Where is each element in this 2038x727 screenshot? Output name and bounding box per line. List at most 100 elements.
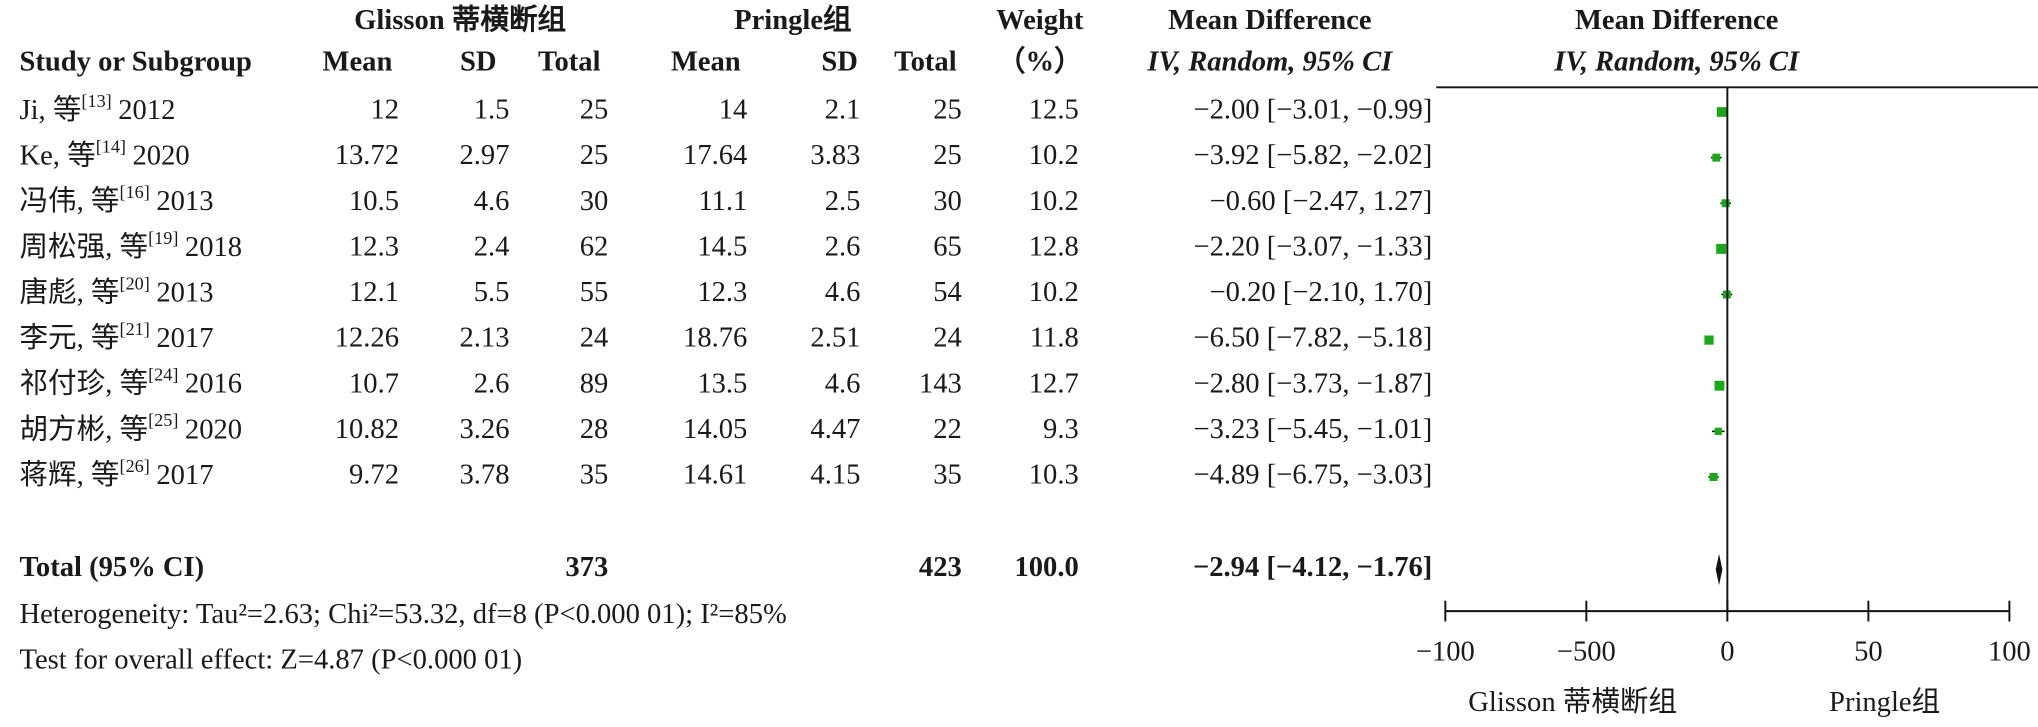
- cell: 2.4: [474, 231, 510, 262]
- total-cell: 100.0: [1014, 552, 1078, 583]
- cell: 2.5: [825, 186, 861, 217]
- weight-header: （%）: [997, 44, 1083, 77]
- cell: 14.05: [683, 414, 747, 445]
- cell: 55: [580, 277, 609, 308]
- plot-header: Mean Difference: [1575, 5, 1778, 36]
- cell: 4.6: [825, 277, 861, 308]
- study-author: 胡方彬, 等: [19, 413, 148, 445]
- cell: 12.5: [1029, 95, 1079, 126]
- cell: 10.2: [1029, 186, 1079, 217]
- cell: 11.8: [1030, 323, 1079, 354]
- cell: 12.26: [335, 323, 399, 354]
- cell: 14: [719, 95, 748, 126]
- cell: 10.5: [349, 186, 399, 217]
- effect-square: [1709, 472, 1718, 481]
- cell: 10.2: [1029, 140, 1079, 171]
- md-label: −6.50 [−7.82, −5.18]: [1193, 323, 1432, 354]
- cell: 18.76: [683, 323, 747, 354]
- study-ref: [25]: [148, 410, 178, 430]
- cell: 3.83: [810, 140, 860, 171]
- study-ref: [13]: [81, 91, 111, 111]
- effect-header: IV, Random, 95% CI: [1146, 46, 1393, 77]
- cell: 3.78: [459, 460, 509, 491]
- total-diamond: [1715, 553, 1723, 586]
- effect-square: [1716, 243, 1727, 254]
- column-header: Total: [894, 46, 957, 77]
- cell: 14.61: [683, 460, 747, 491]
- cell: 24: [933, 323, 962, 354]
- cell: 14.5: [697, 231, 747, 262]
- cell: 30: [933, 186, 962, 217]
- study-year: 2018: [185, 231, 242, 262]
- cell: 35: [580, 460, 609, 491]
- cell: 2.97: [459, 140, 509, 171]
- study-author: 周松强, 等: [19, 230, 148, 262]
- md-label: −4.89 [−6.75, −3.03]: [1193, 460, 1432, 491]
- cell: 17.64: [683, 140, 747, 171]
- study-year: 2017: [156, 460, 213, 491]
- cell: 12.8: [1029, 231, 1079, 262]
- cell: 10.82: [335, 414, 399, 445]
- total-cell: 373: [565, 552, 608, 583]
- study-ref: [26]: [120, 456, 150, 476]
- cell: 30: [580, 186, 609, 217]
- study-name: Ke, 等[14] 2020: [19, 137, 189, 171]
- column-header: SD: [821, 46, 858, 77]
- md-label: −3.92 [−5.82, −2.02]: [1193, 140, 1432, 171]
- study-ref: [24]: [148, 365, 178, 385]
- cell: 11.1: [698, 186, 747, 217]
- cell: 65: [933, 231, 962, 262]
- column-header: Study or Subgroup: [19, 46, 251, 77]
- cell: 9.72: [349, 460, 399, 491]
- x-axis-label: Glisson 蒂横断组: [1468, 686, 1677, 718]
- cell: 12.7: [1029, 368, 1079, 399]
- effect-square: [1721, 199, 1730, 208]
- effect-header: Mean Difference: [1168, 5, 1371, 36]
- cell: 4.6: [474, 186, 510, 217]
- study-author: 蒋辉, 等: [19, 459, 119, 491]
- study-author: Ji, 等: [19, 94, 81, 126]
- md-label: −2.20 [−3.07, −1.33]: [1193, 231, 1432, 262]
- study-author: 冯伟, 等: [19, 185, 119, 217]
- study-year: 2020: [133, 140, 190, 171]
- total-cell: 423: [919, 552, 962, 583]
- cell: 12.1: [349, 277, 399, 308]
- x-tick-label: 50: [1854, 637, 1883, 668]
- x-tick-label: 100: [1988, 637, 2031, 668]
- study-name: 李元, 等[21] 2017: [19, 319, 213, 353]
- x-tick-label: −500: [1557, 637, 1616, 668]
- study-ref: [20]: [120, 274, 150, 294]
- study-name: 周松强, 等[19] 2018: [19, 228, 242, 262]
- cell: 2.6: [474, 368, 510, 399]
- cell: 10.7: [349, 368, 399, 399]
- cell: 13.5: [697, 368, 747, 399]
- column-header: Total: [538, 46, 601, 77]
- study-name: 蒋辉, 等[26] 2017: [19, 456, 213, 490]
- plot-header: IV, Random, 95% CI: [1553, 46, 1800, 77]
- cell: 2.1: [825, 95, 861, 126]
- effect-square: [1714, 380, 1725, 391]
- study-year: 2013: [156, 186, 213, 217]
- cell: 54: [933, 277, 962, 308]
- total-md-label: −2.94 [−4.12, −1.76]: [1193, 552, 1432, 583]
- study-year: 2013: [156, 277, 213, 308]
- study-name: Ji, 等[13] 2012: [19, 91, 175, 125]
- cell: 143: [919, 368, 962, 399]
- x-axis-label: Pringle组: [1829, 686, 1940, 718]
- md-label: −0.20 [−2.10, 1.70]: [1210, 277, 1433, 308]
- effect-square: [1712, 153, 1721, 162]
- cell: 3.26: [459, 414, 509, 445]
- weight-header: Weight: [996, 5, 1084, 36]
- cell: 24: [580, 323, 609, 354]
- effect-square: [1714, 427, 1722, 435]
- cell: 25: [580, 95, 609, 126]
- md-label: −2.00 [−3.01, −0.99]: [1193, 95, 1432, 126]
- cell: 25: [933, 140, 962, 171]
- cell: 2.51: [810, 323, 860, 354]
- cell: 28: [580, 414, 609, 445]
- study-year: 2017: [156, 323, 213, 354]
- effect-square: [1704, 335, 1714, 345]
- md-label: −0.60 [−2.47, 1.27]: [1210, 186, 1433, 217]
- study-name: 胡方彬, 等[25] 2020: [19, 410, 242, 444]
